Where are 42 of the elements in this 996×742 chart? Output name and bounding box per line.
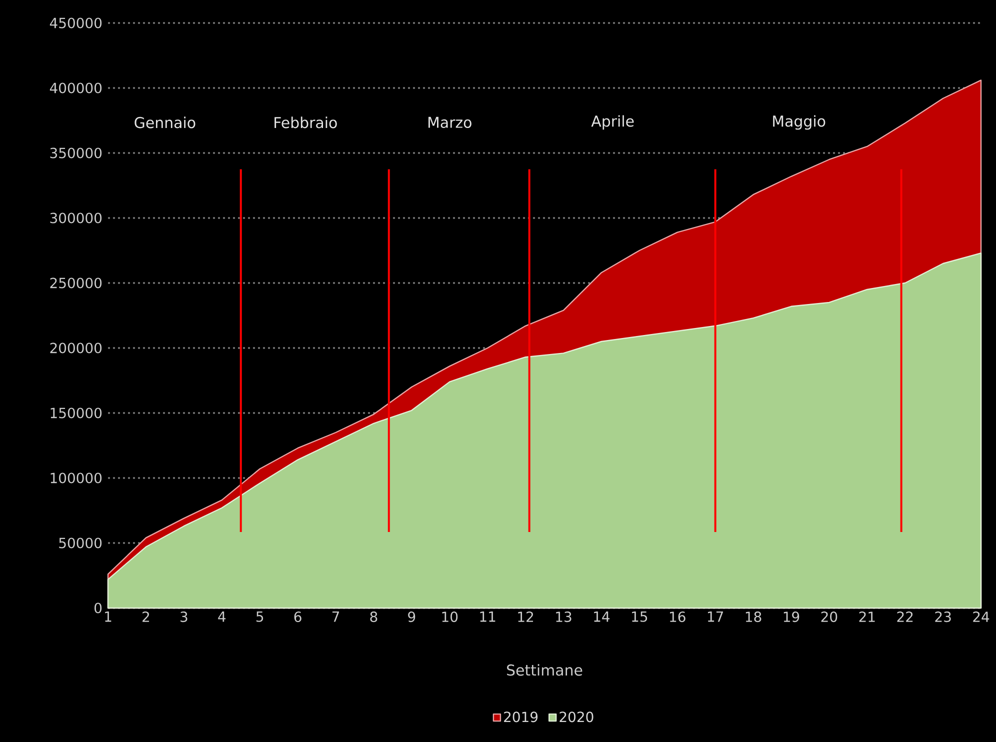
y-tick-label: 350000 (50, 148, 102, 158)
y-tick-label: 200000 (50, 342, 102, 354)
x-tick-label: 1 (105, 612, 112, 622)
x-tick-label: 19 (784, 612, 800, 622)
y-tick-label: 250000 (50, 278, 102, 288)
y-tick-label: 450000 (50, 18, 102, 28)
x-tick-label: 4 (218, 612, 226, 622)
x-tick-label: 15 (632, 612, 648, 622)
x-tick-label: 2 (142, 612, 150, 622)
x-tick-label: 23 (935, 612, 951, 622)
y-tick-label: 100000 (50, 472, 102, 484)
annotation: Febbraio (274, 116, 337, 128)
x-tick-label: 14 (594, 612, 610, 622)
annotation: Aprile (591, 115, 634, 130)
x-tick-label: 21 (859, 612, 875, 622)
x-tick-label: 13 (556, 612, 572, 622)
x-tick-label: 22 (897, 612, 913, 622)
y-tick-label: 150000 (50, 408, 102, 418)
annotation: Gennaio (134, 116, 196, 128)
legend-label: 2020 (560, 712, 594, 722)
x-tick-label: 18 (746, 612, 762, 622)
x-tick-label: 5 (256, 612, 264, 622)
x-tick-label: 7 (332, 612, 339, 622)
annotation: Maggio (773, 115, 826, 130)
x-tick-label: 20 (821, 612, 838, 622)
x-tick-label: 10 (442, 612, 458, 622)
x-tick-label: 17 (708, 612, 723, 622)
x-tick-label: 16 (670, 612, 686, 622)
x-tick-label: 9 (408, 612, 416, 622)
x-tick-label: 24 (973, 612, 990, 622)
x-tick-label: 12 (518, 612, 534, 622)
y-tick-label: 300000 (50, 212, 102, 224)
x-tick-label: 8 (370, 612, 378, 622)
x-tick-label: 6 (294, 612, 302, 622)
x-tick-label: 3 (180, 612, 188, 622)
y-tick-label: 50000 (59, 538, 102, 548)
x-axis-title: Settimane (507, 664, 582, 676)
annotation: Marzo (428, 116, 472, 128)
x-tick-label: 11 (480, 612, 496, 622)
y-tick-label: 0 (94, 602, 102, 614)
y-tick-label: 400000 (50, 82, 102, 94)
legend-label: 2019 (504, 712, 538, 722)
